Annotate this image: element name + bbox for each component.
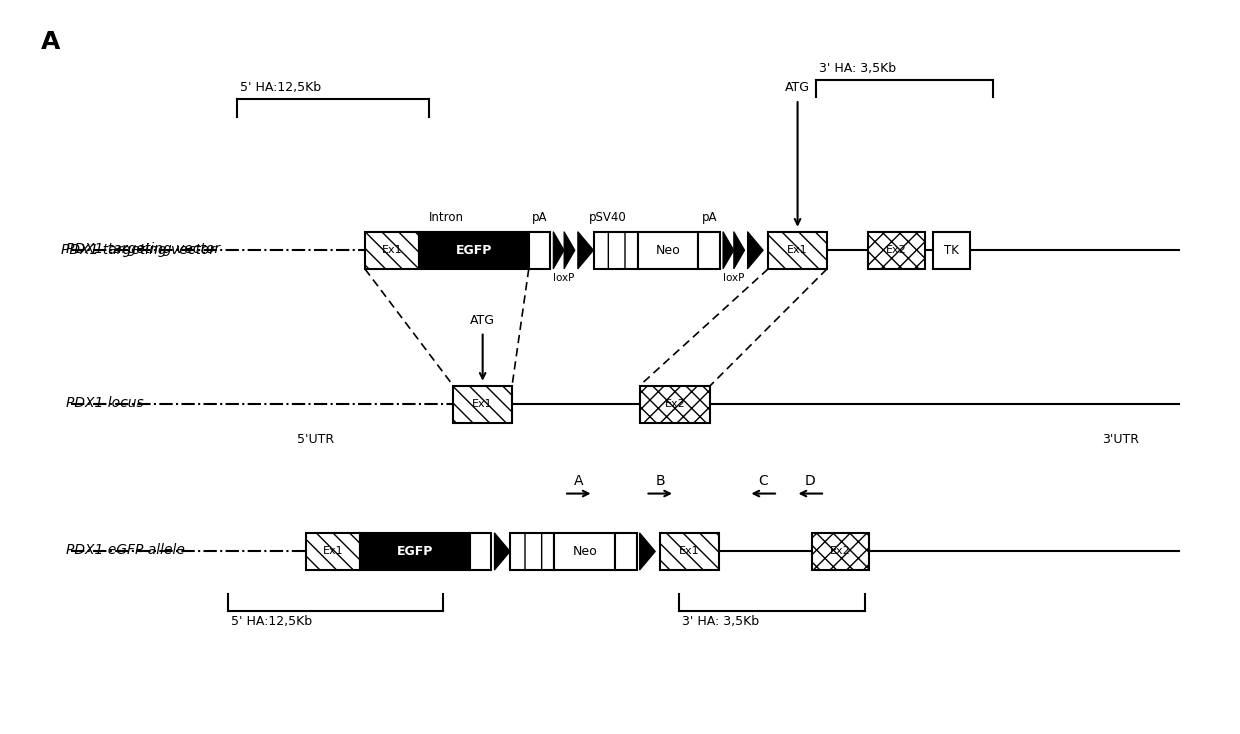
Polygon shape	[640, 533, 655, 570]
Text: loxP: loxP	[723, 273, 744, 283]
Text: 3'UTR: 3'UTR	[1102, 433, 1138, 446]
Text: Neo: Neo	[656, 244, 681, 257]
Bar	[660, 533, 719, 570]
Bar	[768, 232, 827, 269]
Bar	[419, 232, 528, 269]
Polygon shape	[723, 232, 734, 269]
Bar	[360, 533, 470, 570]
Text: Ex2: Ex2	[665, 399, 686, 410]
Text: Ex2: Ex2	[887, 245, 906, 255]
Bar	[528, 232, 551, 269]
Polygon shape	[564, 232, 575, 269]
Text: Ex1: Ex1	[472, 399, 494, 410]
Bar	[510, 533, 554, 570]
Text: loxP: loxP	[553, 273, 575, 283]
Text: 5' HA:12,5Kb: 5' HA:12,5Kb	[241, 81, 321, 94]
Bar	[812, 533, 869, 570]
Text: ATG: ATG	[785, 81, 810, 94]
Text: Ex1: Ex1	[680, 546, 699, 556]
Polygon shape	[748, 232, 764, 269]
Text: Ex1: Ex1	[322, 546, 343, 556]
Text: ATG: ATG	[470, 313, 495, 327]
Text: Ex2: Ex2	[831, 546, 851, 556]
Text: Ex1: Ex1	[382, 245, 402, 255]
Bar	[932, 232, 970, 269]
Text: C: C	[759, 473, 768, 487]
Bar	[453, 385, 512, 423]
Text: Ex1: Ex1	[787, 245, 808, 255]
Text: TK: TK	[944, 244, 959, 257]
Text: 5' HA:12,5Kb: 5' HA:12,5Kb	[231, 615, 311, 628]
Bar	[470, 533, 491, 570]
Text: PDX1 locus: PDX1 locus	[66, 396, 144, 410]
Bar	[615, 533, 636, 570]
Polygon shape	[553, 232, 564, 269]
Text: Neo: Neo	[573, 545, 596, 558]
Bar	[306, 533, 360, 570]
Bar	[640, 385, 711, 423]
Polygon shape	[734, 232, 744, 269]
Text: B: B	[656, 473, 665, 487]
Text: PDX1 targeting vector: PDX1 targeting vector	[66, 242, 219, 256]
Text: A: A	[574, 473, 584, 487]
Text: PDX1 targeting vector: PDX1 targeting vector	[61, 243, 215, 257]
Text: 5'UTR: 5'UTR	[298, 433, 335, 446]
Bar	[698, 232, 720, 269]
Text: 3' HA: 3,5Kb: 3' HA: 3,5Kb	[820, 62, 897, 75]
Text: EGFP: EGFP	[455, 244, 492, 257]
Text: pA: pA	[702, 211, 717, 224]
Bar	[554, 533, 615, 570]
Polygon shape	[495, 533, 510, 570]
Text: A: A	[41, 31, 61, 54]
Text: EGFP: EGFP	[397, 545, 433, 558]
Text: 3' HA: 3,5Kb: 3' HA: 3,5Kb	[682, 615, 759, 628]
Text: D: D	[805, 473, 816, 487]
Bar	[594, 232, 637, 269]
Bar	[868, 232, 925, 269]
Text: pSV40: pSV40	[589, 211, 626, 224]
Polygon shape	[578, 232, 594, 269]
Bar	[365, 232, 419, 269]
Text: pA: pA	[532, 211, 547, 224]
Bar	[637, 232, 698, 269]
Text: PDX1 eGFP allele: PDX1 eGFP allele	[66, 543, 185, 557]
Text: Intron: Intron	[429, 211, 464, 224]
